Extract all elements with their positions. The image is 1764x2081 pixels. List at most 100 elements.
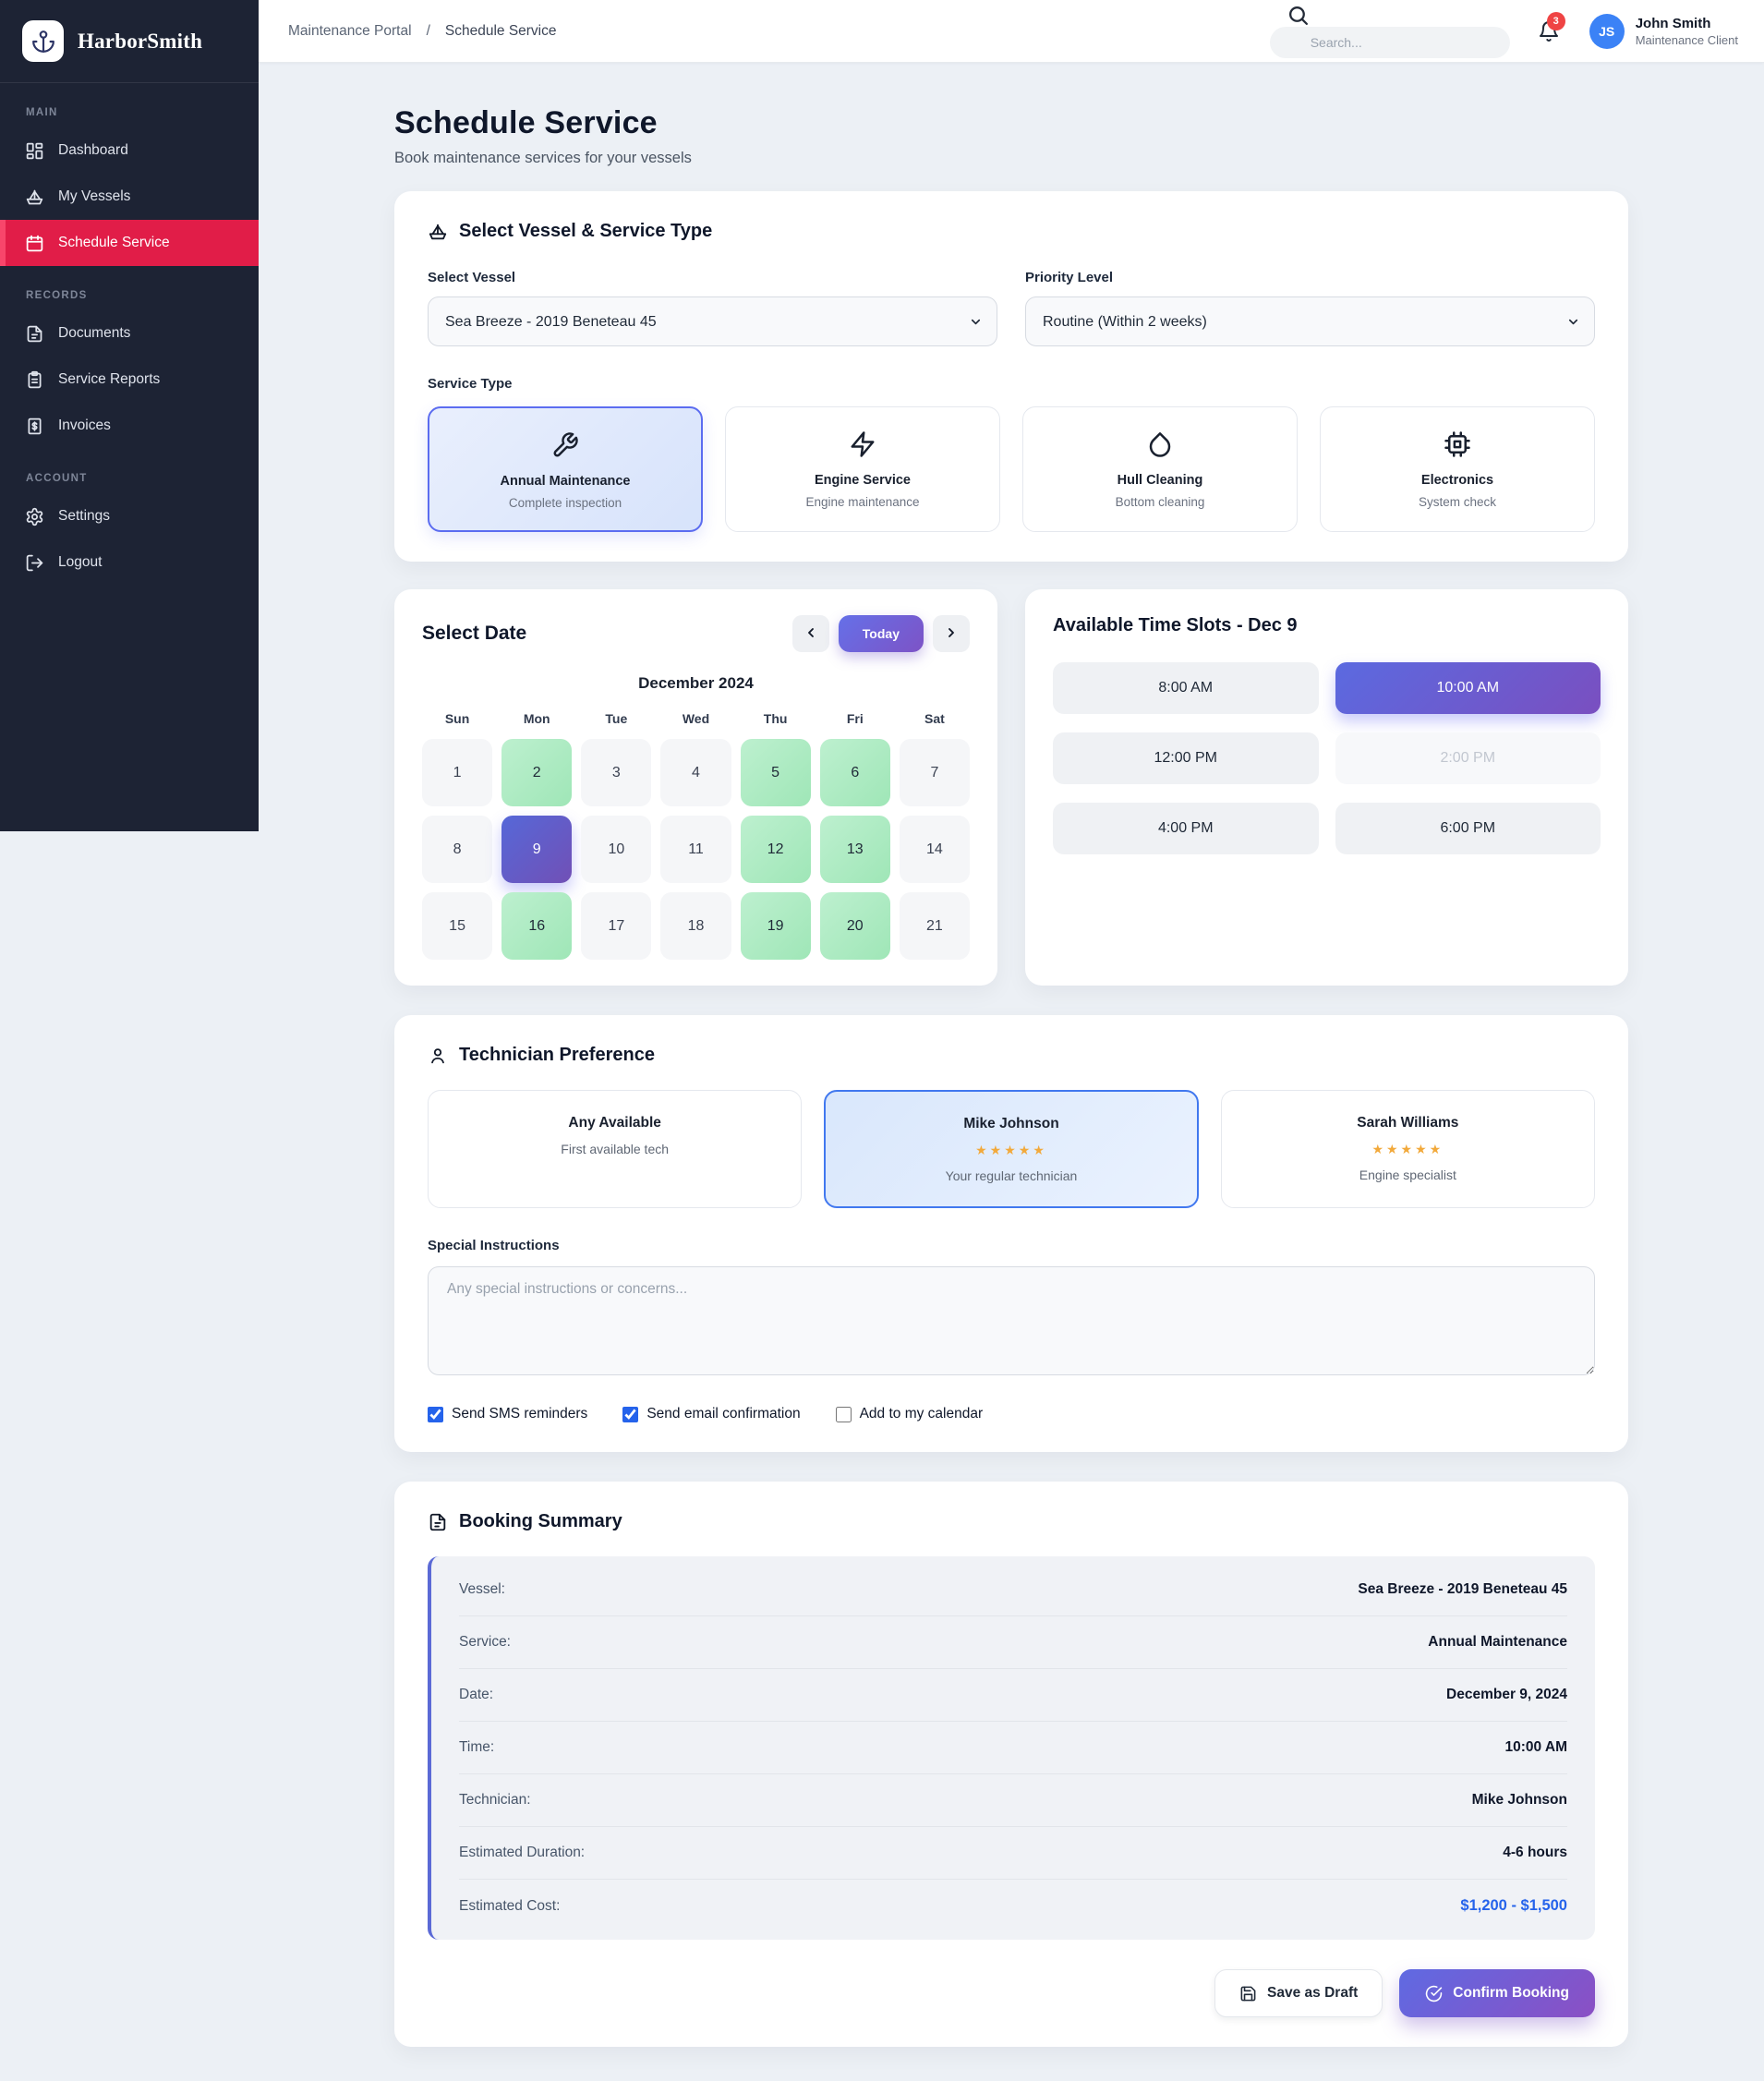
priority-select[interactable]: Routine (Within 2 weeks) — [1025, 296, 1595, 346]
calendar-day[interactable]: 1 — [422, 739, 493, 806]
calendar-icon — [25, 234, 44, 253]
calendar-day[interactable]: 19 — [740, 892, 811, 960]
calendar-next-button[interactable] — [933, 615, 970, 652]
day-header: Thu — [763, 711, 788, 726]
search-input[interactable] — [1269, 26, 1510, 58]
today-button[interactable]: Today — [838, 615, 924, 652]
file-text-icon — [429, 1513, 446, 1531]
calendar-day[interactable]: 13 — [819, 816, 890, 883]
calendar-day[interactable]: 3 — [581, 739, 652, 806]
sidebar-item-settings[interactable]: Settings — [0, 493, 259, 539]
sidebar-item-dashboard[interactable]: Dashboard — [0, 127, 259, 174]
summary-row: Service: Annual Maintenance — [459, 1616, 1567, 1669]
calendar-prev-button[interactable] — [791, 615, 829, 652]
calendar-day[interactable]: 18 — [660, 892, 731, 960]
clipboard-icon — [25, 370, 44, 390]
calendar-day[interactable]: 6 — [819, 739, 890, 806]
calendar-day-headers: Sun Mon Tue Wed Thu Fri Sat — [422, 711, 970, 726]
confirm-booking-button[interactable]: Confirm Booking — [1399, 1969, 1595, 2017]
service-card-hull-cleaning[interactable]: Hull Cleaning Bottom cleaning — [1022, 406, 1298, 532]
checkbox-option[interactable]: Add to my calendar — [835, 1406, 983, 1422]
priority-label: Priority Level — [1025, 270, 1114, 285]
breadcrumb-root[interactable]: Maintenance Portal — [288, 22, 412, 39]
search-icon — [1287, 4, 1310, 27]
summary-label: Technician: — [459, 1792, 531, 1808]
time-slot[interactable]: 8:00 AM — [1053, 662, 1319, 714]
time-slot[interactable]: 12:00 PM — [1053, 732, 1319, 784]
sidebar-item-label: Dashboard — [58, 142, 128, 158]
technician-options: Any Available First available tech Mike … — [428, 1090, 1595, 1208]
calendar-day[interactable]: 21 — [899, 892, 970, 960]
calendar-day[interactable]: 8 — [422, 816, 493, 883]
sidebar-item-logout[interactable]: Logout — [0, 539, 259, 586]
sidebar-item-label: My Vessels — [58, 188, 131, 204]
sidebar-item-invoices[interactable]: Invoices — [0, 403, 259, 449]
zap-icon — [737, 430, 988, 462]
calendar-day[interactable]: 5 — [740, 739, 811, 806]
calendar-day[interactable]: 7 — [899, 739, 970, 806]
technician-option-any-available[interactable]: Any Available First available tech — [428, 1090, 803, 1208]
service-desc: System check — [1418, 495, 1497, 509]
sidebar-item-label: Settings — [58, 508, 111, 524]
booking-summary-card: Booking Summary Vessel: Sea Breeze - 201… — [394, 1482, 1628, 2047]
file-text-icon — [25, 324, 44, 344]
time-slot[interactable]: 10:00 AM — [1335, 662, 1601, 714]
notifications-button[interactable]: 3 — [1538, 11, 1565, 48]
service-card-engine-service[interactable]: Engine Service Engine maintenance — [725, 406, 1000, 532]
calendar-day[interactable]: 10 — [581, 816, 652, 883]
technician-option-mike-johnson[interactable]: Mike Johnson ★★★★★ Your regular technici… — [824, 1090, 1199, 1208]
section-title: Technician Preference — [459, 1045, 655, 1065]
technician-desc: Engine specialist — [1359, 1168, 1456, 1182]
summary-value: December 9, 2024 — [1446, 1687, 1567, 1702]
avatar: JS — [1589, 13, 1625, 49]
sidebar: HarborSmith MAIN Dashboard My Vessels Sc… — [0, 0, 259, 831]
calendar-day[interactable]: 9 — [501, 816, 573, 883]
summary-value: Annual Maintenance — [1428, 1634, 1567, 1650]
check-circle-icon — [1426, 1985, 1443, 2002]
vessel-service-card: Select Vessel & Service Type Select Vess… — [394, 191, 1628, 562]
sidebar-item-label: Logout — [58, 554, 103, 570]
sidebar-item-my-vessels[interactable]: My Vessels — [0, 174, 259, 220]
sidebar-item-service-reports[interactable]: Service Reports — [0, 357, 259, 403]
checkbox[interactable] — [428, 1406, 443, 1422]
user-menu[interactable]: JS John Smith Maintenance Client — [1589, 13, 1738, 49]
calendar-day[interactable]: 16 — [501, 892, 573, 960]
calendar-day[interactable]: 12 — [740, 816, 811, 883]
select-vessel-label: Select Vessel — [428, 270, 516, 285]
time-slot-grid: 8:00 AM 10:00 AM 12:00 PM 2:00 PM 4:00 PM 6:0… — [1053, 662, 1601, 854]
technician-name: Sarah Williams — [1357, 1115, 1459, 1131]
sidebar-item-documents[interactable]: Documents — [0, 310, 259, 357]
search — [1269, 0, 1510, 63]
service-name: Hull Cleaning — [1117, 473, 1203, 488]
sidebar-section-records: RECORDS — [26, 290, 88, 301]
special-instructions-input[interactable] — [428, 1266, 1595, 1375]
checkbox[interactable] — [835, 1406, 852, 1422]
checkbox-option[interactable]: Send SMS reminders — [428, 1406, 587, 1422]
calendar-day[interactable]: 20 — [819, 892, 890, 960]
service-card-annual-maintenance[interactable]: Annual Maintenance Complete inspection — [428, 406, 703, 532]
top-header: Maintenance Portal / Schedule Service 3 … — [259, 0, 1764, 63]
time-slot[interactable]: 4:00 PM — [1053, 803, 1319, 854]
service-card-electronics[interactable]: Electronics System check — [1320, 406, 1595, 532]
summary-value: Sea Breeze - 2019 Beneteau 45 — [1358, 1581, 1567, 1597]
checkbox-option[interactable]: Send email confirmation — [622, 1406, 801, 1422]
calendar-day[interactable]: 2 — [501, 739, 573, 806]
calendar-day[interactable]: 11 — [660, 816, 731, 883]
time-slot[interactable]: 2:00 PM — [1335, 732, 1601, 784]
checkbox[interactable] — [622, 1406, 639, 1422]
service-desc: Complete inspection — [508, 496, 622, 510]
summary-actions: Save as Draft Confirm Booking — [428, 1969, 1595, 2017]
calendar-day[interactable]: 17 — [581, 892, 652, 960]
star-rating: ★★★★★ — [975, 1143, 1047, 1157]
sidebar-item-schedule-service[interactable]: Schedule Service — [0, 220, 259, 266]
calendar-day[interactable]: 4 — [660, 739, 731, 806]
calendar-day[interactable]: 14 — [899, 816, 970, 883]
calendar-day[interactable]: 15 — [422, 892, 493, 960]
technician-option-sarah-williams[interactable]: Sarah Williams ★★★★★ Engine specialist — [1220, 1090, 1595, 1208]
service-type-label: Service Type — [428, 376, 513, 392]
vessel-select[interactable]: Sea Breeze - 2019 Beneteau 45 — [428, 296, 997, 346]
summary-row: Vessel: Sea Breeze - 2019 Beneteau 45 — [459, 1564, 1567, 1616]
cpu-icon — [1332, 430, 1583, 462]
time-slot[interactable]: 6:00 PM — [1335, 803, 1601, 854]
save-draft-button[interactable]: Save as Draft — [1214, 1969, 1383, 2017]
